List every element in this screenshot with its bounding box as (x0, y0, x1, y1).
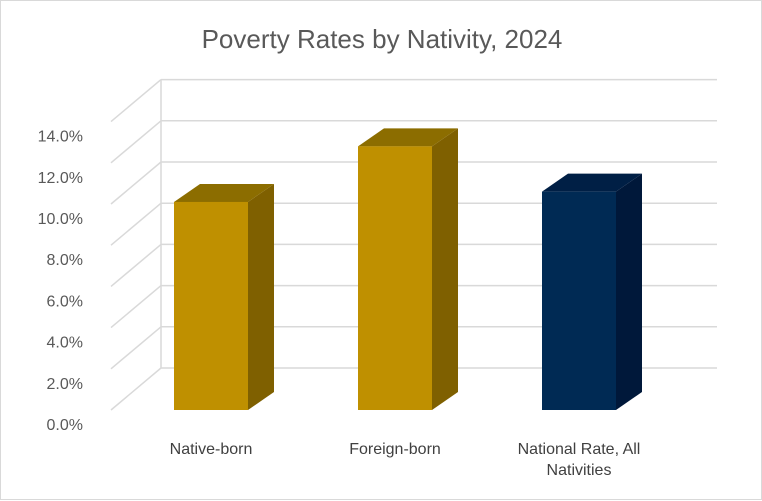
bar-top (542, 173, 642, 192)
y-tick-label: 6.0% (47, 293, 83, 310)
category-label-line: Nativities (547, 462, 612, 479)
y-axis-tick-labels: 0.0% 2.0% 4.0% 6.0% 8.0% 10.0% 12.0% 14.0% (38, 129, 83, 434)
bar-side (248, 183, 274, 410)
bars (174, 128, 642, 410)
category-label: National Rate, All Nativities (518, 441, 641, 479)
bar-front (174, 201, 248, 410)
chart-title: Poverty Rates by Nativity, 2024 (202, 24, 563, 54)
y-tick-label: 4.0% (47, 335, 83, 352)
category-labels: Native-born Foreign-born National Rate, Al… (170, 441, 641, 479)
category-label: Native-born (170, 441, 253, 458)
category-label-line: Foreign-born (349, 441, 441, 458)
gridline-depth (110, 120, 162, 164)
category-label-line: National Rate, All (518, 441, 641, 458)
gridline-depth (110, 202, 162, 246)
y-tick-label: 10.0% (38, 211, 83, 228)
gridline-depth (110, 326, 162, 370)
gridline-depth (110, 161, 162, 205)
y-tick-label: 2.0% (47, 376, 83, 393)
y-tick-label: 12.0% (38, 170, 83, 187)
bar (358, 128, 458, 410)
gridline-depth (110, 243, 162, 287)
gridline-depth (110, 367, 162, 411)
gridline-depth (110, 79, 162, 123)
bar (542, 173, 642, 410)
bar-top (174, 183, 274, 202)
bar-front (542, 191, 616, 410)
bar-side (616, 173, 642, 410)
bar-top (358, 128, 458, 147)
y-tick-label: 8.0% (47, 252, 83, 269)
bar (174, 183, 274, 410)
category-label-line: Native-born (170, 441, 253, 458)
bar-front (358, 146, 432, 410)
y-tick-label: 0.0% (47, 417, 83, 434)
bar-side (432, 128, 458, 410)
gridline-depth (110, 285, 162, 329)
category-label: Foreign-born (349, 441, 441, 458)
y-tick-label: 14.0% (38, 129, 83, 146)
